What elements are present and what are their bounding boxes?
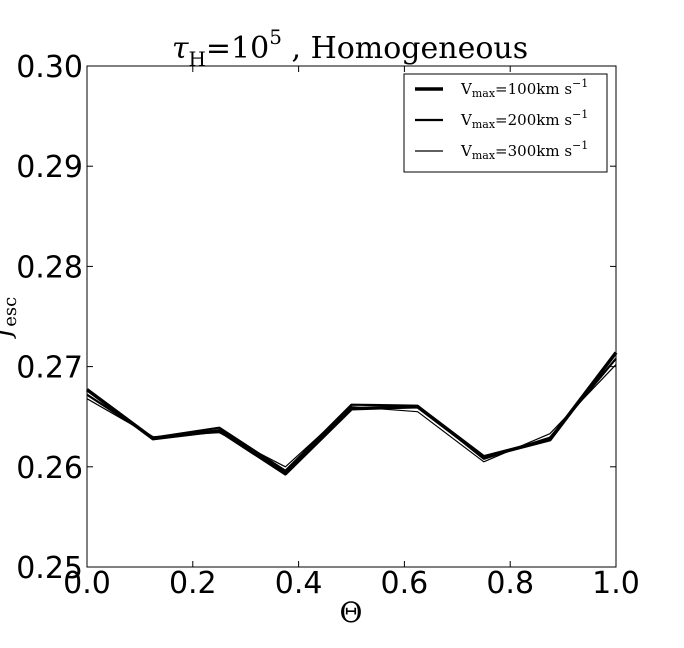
- series-line-1: [85, 351, 618, 476]
- x-tick-label: 1.0: [592, 566, 640, 601]
- plot-frame: [86, 65, 617, 568]
- x-tick-label: 0.6: [381, 566, 429, 601]
- series-line-3: [86, 364, 617, 468]
- legend-label-1: Vmax=100km s−1: [460, 77, 588, 100]
- x-tick-label: 0.4: [275, 566, 323, 601]
- y-tick-label: 0.29: [16, 150, 83, 185]
- y-axis: 0.25 0.26 0.27 0.28 0.29 0.30: [16, 50, 616, 586]
- y-tick-label: 0.28: [16, 250, 83, 285]
- y-tick-label: 0.26: [16, 451, 83, 486]
- chart-title: τH=105 , Homogeneous: [172, 25, 528, 71]
- x-tick-label: 0.2: [169, 566, 217, 601]
- y-tick-label: 0.30: [16, 50, 83, 85]
- x-tick-label: 0.8: [486, 566, 534, 601]
- svg-text:fesc: fesc: [0, 297, 21, 339]
- legend-label-3: Vmax=300km s−1: [460, 139, 588, 162]
- x-axis: 0.0 0.2 0.4 0.6 0.8 1.0: [63, 66, 640, 601]
- y-axis-label: fesc: [0, 297, 21, 339]
- y-tick-label: 0.27: [16, 351, 83, 386]
- series-line-2: [86, 357, 617, 472]
- x-axis-label: Θ: [340, 596, 363, 629]
- y-tick-label: 0.25: [16, 551, 83, 586]
- legend: Vmax=100km s−1 Vmax=200km s−1 Vmax=300km s…: [403, 73, 608, 173]
- legend-label-2: Vmax=200km s−1: [460, 108, 588, 131]
- plot-lines: [85, 351, 618, 476]
- x-tick-label: 0.0: [63, 566, 111, 601]
